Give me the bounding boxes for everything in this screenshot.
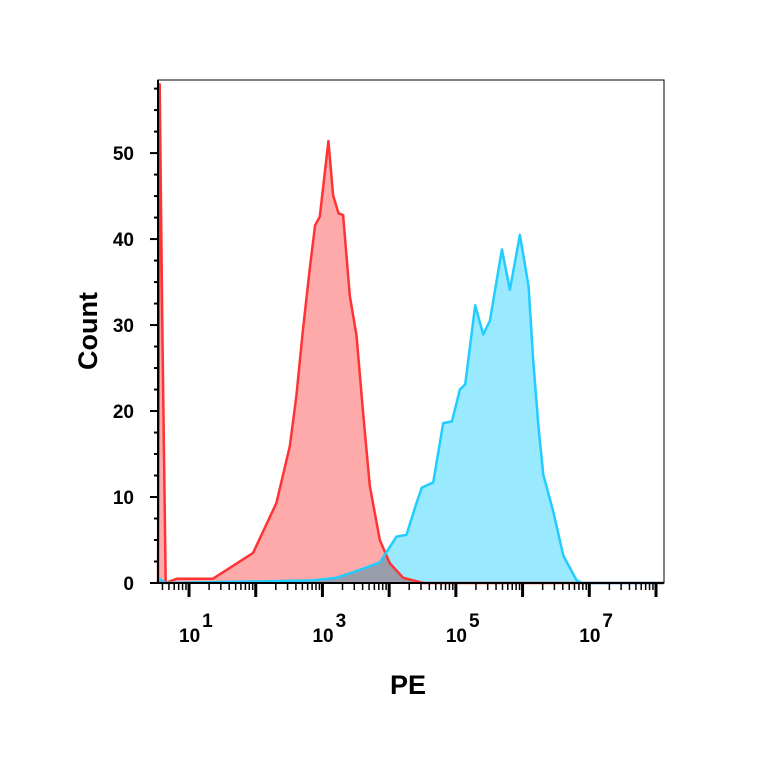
series-1-line <box>156 233 664 585</box>
tick-exponent: 3 <box>336 611 347 632</box>
x-tick-label: 105 <box>446 611 480 647</box>
y-axis-title: Count <box>73 292 103 370</box>
tick-exponent: 1 <box>202 611 213 632</box>
x-tick-label: 101 <box>179 611 213 647</box>
tick-base: 10 <box>312 626 333 647</box>
y-tick-label: 20 <box>113 402 134 423</box>
y-ticks <box>150 87 158 584</box>
series-1-fill <box>158 234 664 584</box>
tick-exponent: 5 <box>469 611 480 632</box>
y-tick-label: 40 <box>113 230 134 251</box>
tick-base: 10 <box>579 626 600 647</box>
series-lines <box>156 83 664 585</box>
y-tick-label: 30 <box>113 316 134 337</box>
tick-base: 10 <box>179 626 200 647</box>
tick-base: 10 <box>446 626 467 647</box>
x-tick-label: 103 <box>312 611 346 647</box>
series-0-line <box>156 83 664 585</box>
y-tick-label: 50 <box>113 144 134 165</box>
x-ticks <box>161 583 658 597</box>
plot-frame <box>157 79 665 584</box>
y-tick-label: 0 <box>123 574 134 595</box>
x-axis-title: PE <box>390 670 426 700</box>
tick-exponent: 7 <box>602 611 613 632</box>
y-tick-label: 10 <box>113 488 134 509</box>
series-0-fill <box>158 84 664 584</box>
y-tick-labels: 0 10 20 30 40 50 <box>113 144 134 595</box>
series-fills <box>158 84 664 584</box>
x-tick-label: 107 <box>579 611 613 647</box>
